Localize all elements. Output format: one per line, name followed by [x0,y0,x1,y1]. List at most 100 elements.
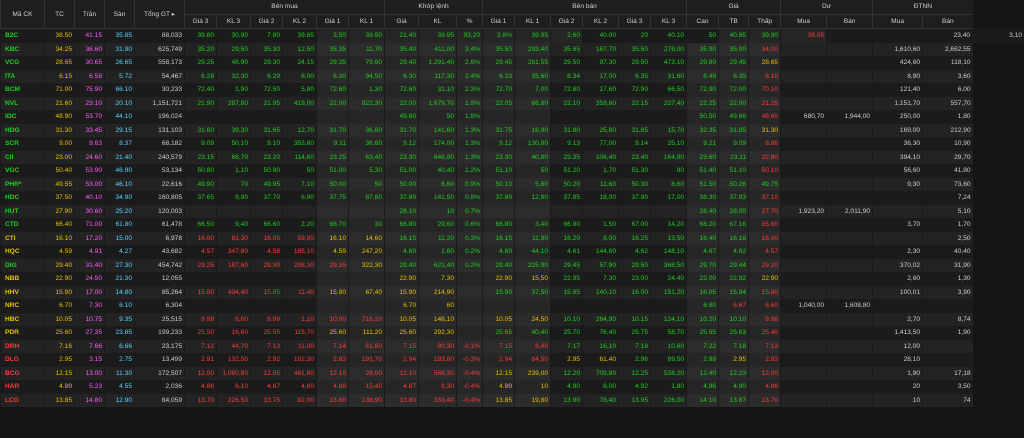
table-row[interactable]: DLG 2.95 3.15 2.75 13,499 2.91 132,50 2.92 102,3… [0,353,1024,367]
header-sell-col[interactable]: KL 1 [514,14,551,29]
header-remain-col[interactable]: Mua [780,14,827,29]
header-match-col[interactable]: KL [418,14,457,29]
symbol-cell[interactable]: HUT [0,204,45,218]
header-buy-col[interactable]: KL 2 [282,14,317,29]
symbol-cell[interactable]: PDR [0,326,45,340]
table-row[interactable]: NVL 21.60 23.10 20.10 1,151,721 21.90 287,80 21… [0,96,1024,110]
symbol-cell[interactable]: NBB [0,272,45,286]
table-row[interactable]: CTD 66.40 71.00 61.80 61,478 66.50 9,40 66.60 2,… [0,218,1024,232]
table-row[interactable]: IDC 48.90 53.70 44.10 196,024 49.80 50 1.8% 50.5… [0,110,1024,124]
symbol-cell[interactable]: CTI [0,231,45,245]
table-row[interactable]: LCG 13.85 14.80 12.90 84,059 13.70 226,50 13.75… [0,393,1024,407]
match-cell: 93,20 [455,28,483,43]
header-sell-col[interactable]: Giá 1 [482,14,515,29]
symbol-cell[interactable]: HQC [0,245,45,259]
table-row[interactable]: CTI 16.10 17.20 15.00 6,978 16.00 83,30 16.05 59… [0,231,1024,245]
header-ceiling[interactable]: Trần [74,0,105,29]
table-row[interactable]: SCR 9.00 9.63 8.37 68,182 9.09 50,10 9.10 353,60… [0,137,1024,151]
header-symbol[interactable]: Mã CK [0,0,45,29]
table-row[interactable]: ITA 6.15 6.58 5.72 54,467 6.28 32,30 6.29 8,00 6.… [0,69,1024,83]
symbol-cell[interactable]: PHR* [0,177,45,191]
header-sell-col[interactable]: Giá 3 [618,14,651,29]
ceiling-price-cell: 30.65 [74,56,105,70]
symbol-cell[interactable]: NRC [0,299,45,313]
symbol-cell[interactable]: LCG [0,393,45,407]
header-price-col[interactable]: TB [718,14,749,29]
header-buy-col[interactable]: Giá 2 [250,14,283,29]
header-ref[interactable]: TC [44,0,75,29]
symbol-cell[interactable]: HAR [0,380,45,394]
table-row[interactable]: BCM 71.00 75.90 66.10 30,233 72.40 1,90 72.50 5,… [0,83,1024,97]
total-value-cell: 30,233 [134,83,185,97]
symbol-cell[interactable]: KBC [0,42,45,56]
symbol-cell[interactable]: HHV [0,285,45,299]
symbol-cell[interactable]: HBC [0,312,45,326]
header-sell-col[interactable]: KL 2 [582,14,619,29]
header-sell-col[interactable]: Giá 2 [550,14,583,29]
sell-cell: 12.20 [550,366,583,380]
symbol-cell[interactable]: BCG [0,366,45,380]
price-stat-cell: 27.70 [748,204,781,218]
table-row[interactable]: DRH 7.16 7.66 6.66 23,175 7.12 44,70 7.13 11,00 7… [0,339,1024,353]
table-row[interactable]: NBB 22.90 24.50 21.30 12,055 22.90 7,30 22.90 15… [0,272,1024,286]
sell-cell [514,110,551,124]
table-row[interactable]: KBC 34.25 36.60 31.90 625,749 35.20 29,50 35.30… [0,42,1024,56]
symbol-cell[interactable]: IDC [0,110,45,124]
table-row[interactable]: HAR 4.89 5.23 4.55 2,036 4.86 6,10 4.87 4,60 4.88… [0,380,1024,394]
symbol-cell[interactable]: BCM [0,83,45,97]
symbol-cell[interactable]: DRH [0,339,45,353]
symbol-cell[interactable]: HDG [0,123,45,137]
header-buy-col[interactable]: Giá 1 [316,14,349,29]
header-price-col[interactable]: Cao [686,14,719,29]
header-foreign-col[interactable]: Mua [872,14,923,29]
buy-cell: 2.92 [250,353,283,367]
sell-cell: 15.95 [550,285,583,299]
table-row[interactable]: HHV 15.90 17.00 14.80 85,264 15.80 434,40 15.85… [0,285,1024,299]
price-stat-cell: 6.67 [718,299,749,313]
table-row[interactable]: HDG 31.30 33.45 29.15 131,103 31.60 39,30 31.65… [0,123,1024,137]
table-row[interactable]: PDR 25.60 27.35 23.85 199,233 25.50 16,60 25.55… [0,326,1024,340]
sell-cell: 7.17 [550,339,583,353]
header-floor[interactable]: Sàn [104,0,135,29]
foreign-cell [872,204,923,218]
header-buy-col[interactable]: KL 3 [216,14,251,29]
table-row[interactable]: BCG 12.15 13.00 11.30 172,507 12.00 1,060,80 12… [0,366,1024,380]
header-buy-col[interactable]: KL 1 [348,14,385,29]
header-remain-col[interactable]: Bán [826,14,873,29]
header-price-col[interactable]: Thấp [748,14,781,29]
table-row[interactable]: VCG 28.65 30.65 26.65 558,173 29.25 48,90 29.30… [0,56,1024,70]
header-match-col[interactable]: % [455,14,483,29]
symbol-cell[interactable]: NVL [0,96,45,110]
sell-cell: 40,80 [514,150,551,164]
symbol-cell[interactable]: ITA [0,69,45,83]
header-match-col[interactable]: Giá [384,14,419,29]
sell-cell: 24,50 [514,312,551,326]
header-total-value[interactable]: Tổng GT ▸ [134,0,185,29]
symbol-cell[interactable]: SCR [0,137,45,151]
symbol-cell[interactable]: DLG [0,353,45,367]
price-stat-cell: 4.62 [718,245,749,259]
header-buy-col[interactable]: Giá 3 [184,14,217,29]
table-row[interactable]: HQC 4.59 4.91 4.27 43,682 4.57 347,80 4.58 185,1… [0,245,1024,259]
symbol-cell[interactable]: CII [0,150,45,164]
table-row[interactable]: CII 23.00 24.60 21.40 240,579 23.15 68,70 23.20… [0,150,1024,164]
floor-price-cell: 21.40 [104,150,135,164]
table-row[interactable]: PHR* 49.55 53.00 46.10 22,616 49.90 70 49.95 7,1… [0,177,1024,191]
price-stat-cell: 9.98 [748,312,781,326]
symbol-cell[interactable]: B2C [0,28,45,43]
symbol-cell[interactable]: VGC [0,164,45,178]
table-row[interactable]: NRC 6.70 7.30 6.10 6,304 6.70 60 6.80 6.67 6.60 1,… [0,299,1024,313]
symbol-cell[interactable]: HDC [0,191,45,205]
symbol-cell[interactable]: VCG [0,56,45,70]
table-row[interactable]: HBC 10.05 10.75 9.35 25,515 9.98 6,60 9.99 1,10 1… [0,312,1024,326]
header-sell-col[interactable]: KL 3 [650,14,687,29]
table-row[interactable]: B2C 38.50 41.15 35.85 88,033 39.80 30,90 7.80 39… [0,28,1024,43]
table-row[interactable]: HDC 37.50 40.10 34.90 160,805 37.65 9,90 37.70 6… [0,191,1024,205]
header-foreign-col[interactable]: Bán [922,14,973,29]
table-row[interactable]: DIG 29.40 31.40 27.30 454,742 29.25 187,60 29.3… [0,258,1024,272]
symbol-cell[interactable]: CTD [0,218,45,232]
symbol-cell[interactable]: DIG [0,258,45,272]
table-row[interactable]: HUT 27.90 30.60 25.20 120,003 28.10 10 0.7% 28.4… [0,204,1024,218]
price-stat-cell: 49.75 [748,177,781,191]
table-row[interactable]: VGC 50.40 53.90 46.90 53,134 50.80 1,10 50.90 50… [0,164,1024,178]
